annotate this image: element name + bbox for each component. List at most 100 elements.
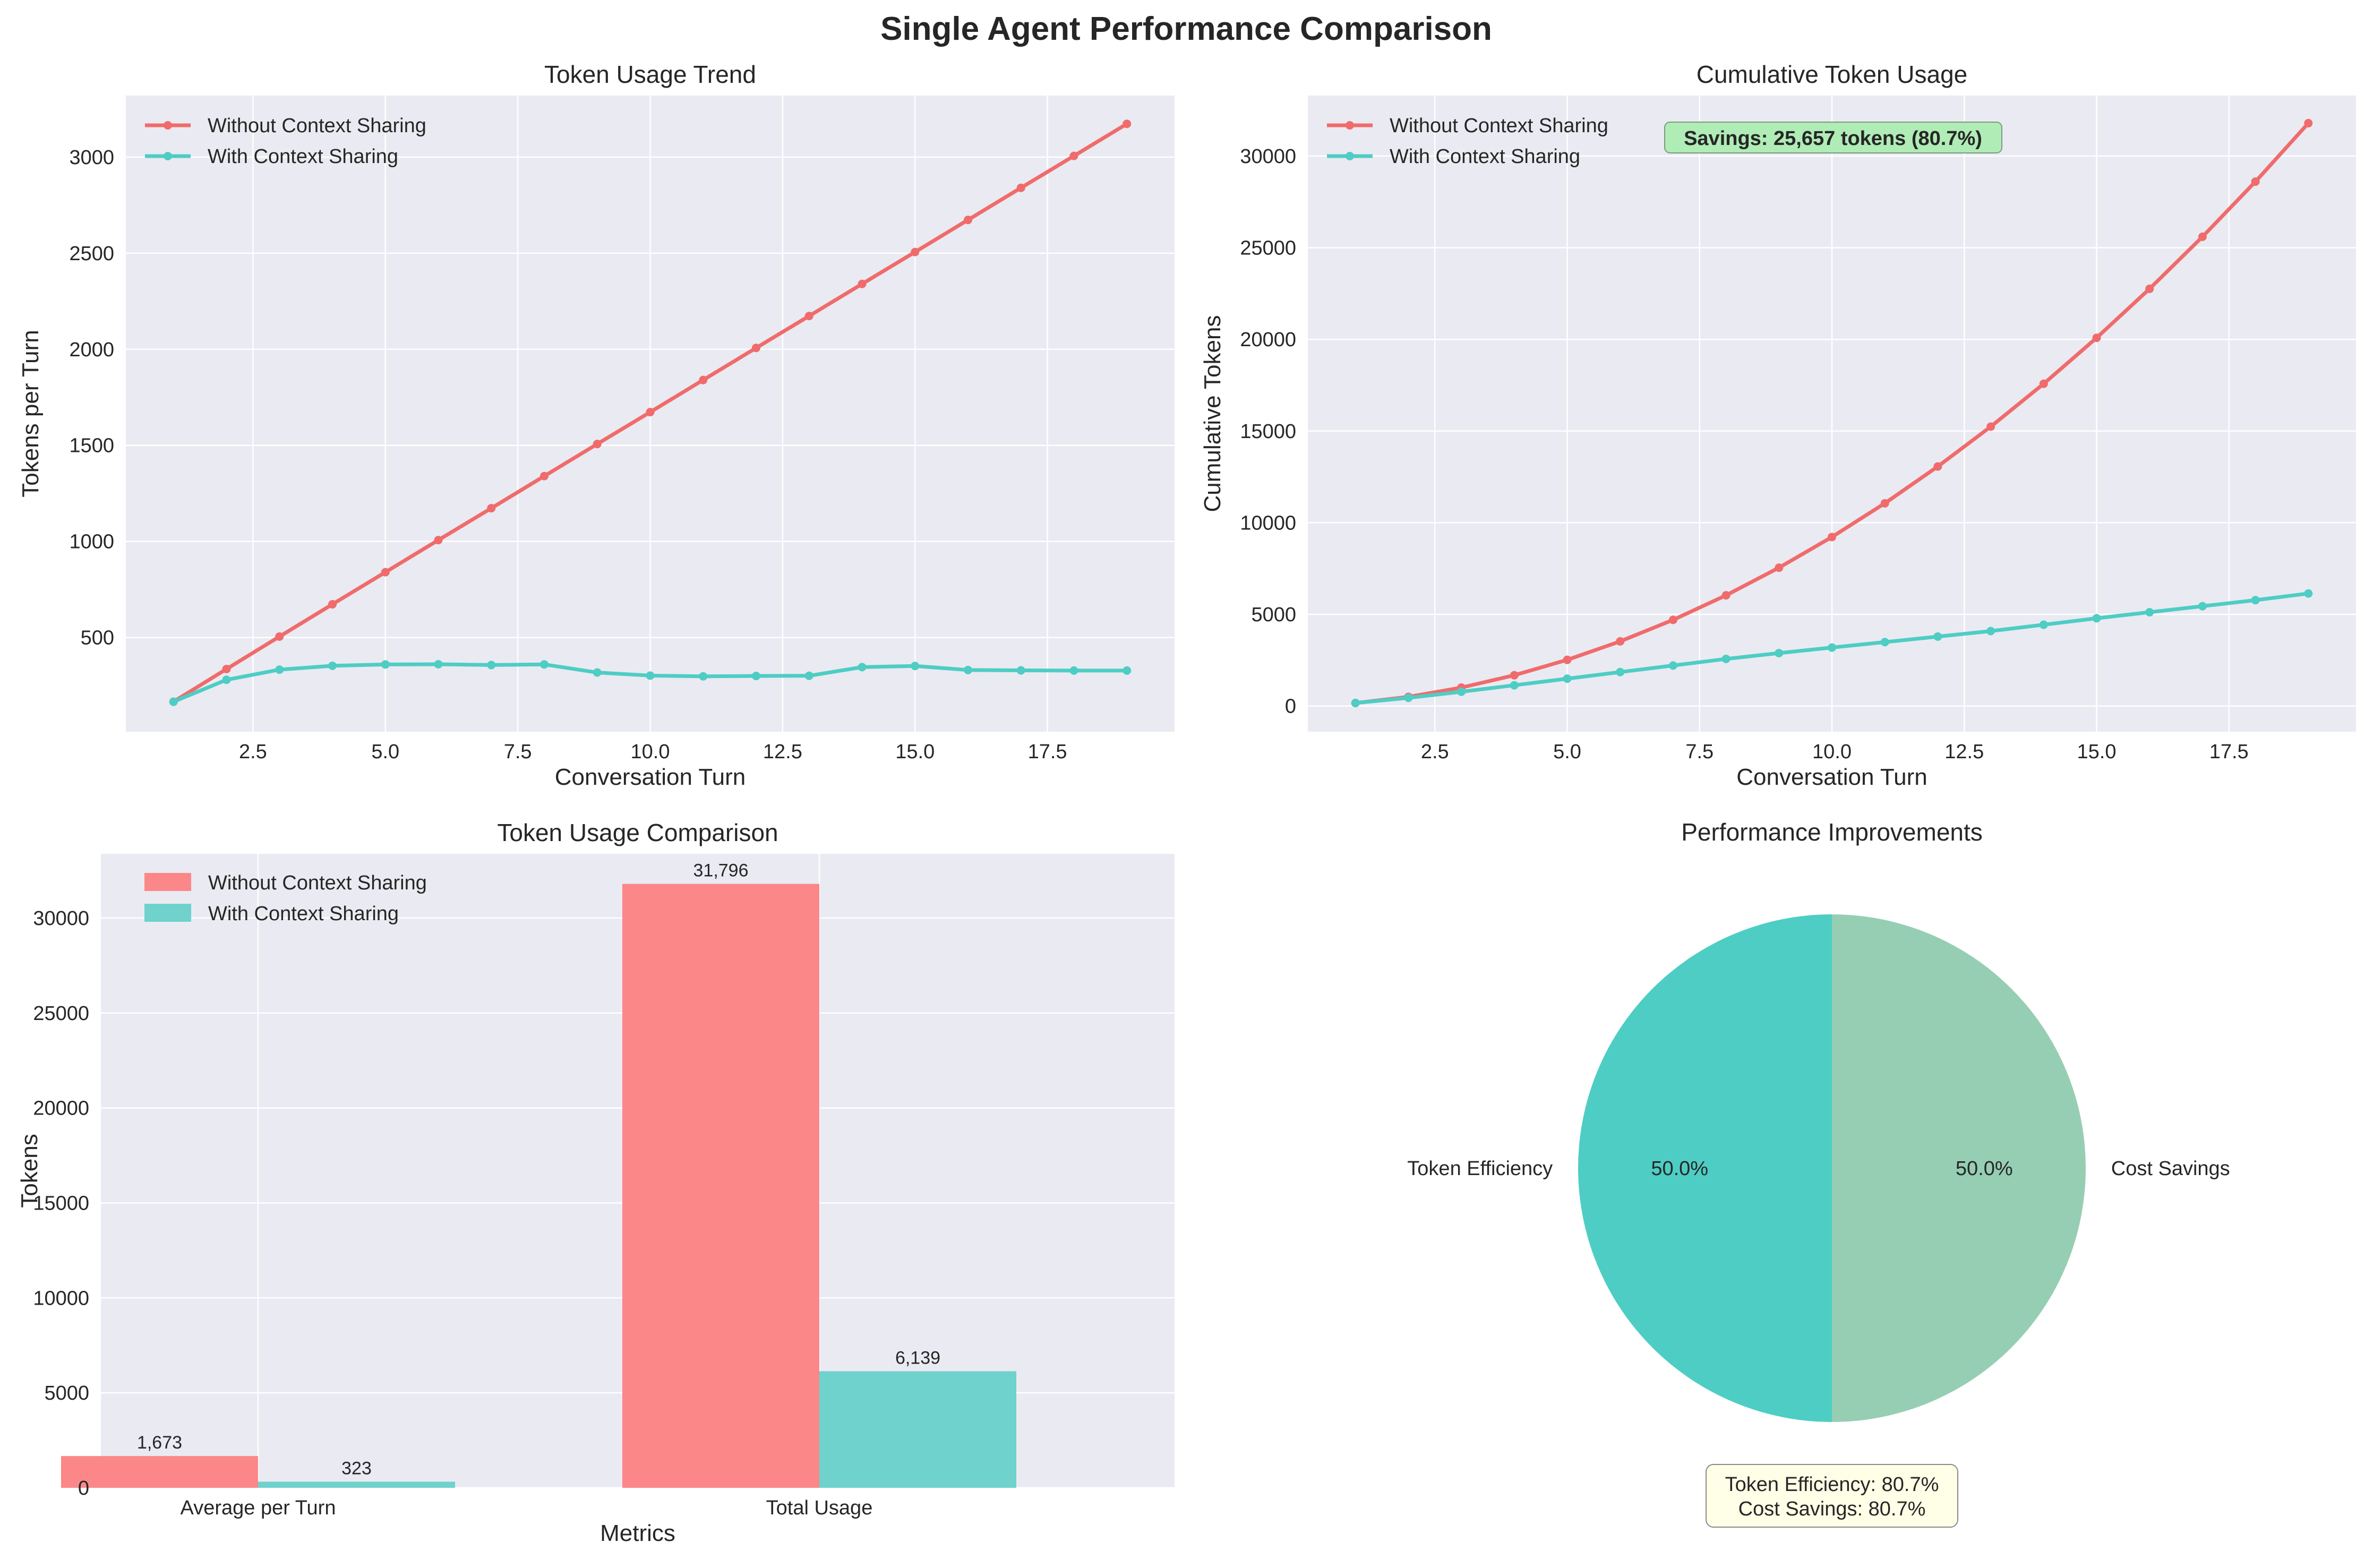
x-tick-label: 5.0 (371, 741, 399, 763)
data-point (1563, 674, 1572, 683)
legend-marker-with (1346, 152, 1354, 160)
y-tick-label: 500 (81, 627, 114, 649)
legend-label-without: Without Context Sharing (208, 115, 426, 137)
data-point (1123, 119, 1132, 128)
x-tick-label: 2.5 (239, 741, 267, 763)
pie-percent-label: 50.0% (1956, 1158, 2013, 1180)
pie-percent-label: 50.0% (1651, 1158, 1708, 1180)
y-tick-label: 25000 (1240, 237, 1296, 260)
data-point (911, 662, 920, 671)
data-point (328, 661, 337, 670)
panel-cumulative-token-usage: 0 5000 10000 15000 20000 25000 30000 2.5 5.0 7.5 1… (1200, 61, 2356, 790)
y-tick-label: 20000 (1240, 329, 1296, 351)
panel-token-usage-trend: 500 1000 1500 2000 2500 3000 2.5 5.0 7.5 10.0 12.5… (18, 61, 1175, 790)
data-point (1986, 422, 1995, 431)
y-tick-label: 5000 (44, 1382, 89, 1404)
data-point (646, 408, 655, 417)
data-point (1510, 671, 1519, 680)
x-tick-label: 15.0 (2077, 741, 2117, 763)
x-tick-label: 17.5 (2209, 741, 2249, 763)
x-tick-label: 7.5 (1685, 741, 1714, 763)
data-point (1668, 615, 1677, 624)
bar-value-label: 31,796 (693, 861, 749, 881)
data-point (2039, 620, 2048, 629)
x-tick-label: 2.5 (1421, 741, 1449, 763)
data-point (2145, 284, 2154, 293)
y-tick-label: 30000 (33, 907, 89, 930)
pie-slice-label: Token Efficiency (1407, 1158, 1553, 1180)
data-point (540, 660, 549, 669)
x-tick-label: 10.0 (631, 741, 670, 763)
data-point (169, 697, 178, 706)
data-point (2198, 602, 2207, 611)
data-point (699, 375, 708, 384)
summary-note-line-2: Cost Savings: 80.7% (1738, 1498, 1926, 1520)
data-point (1775, 563, 1784, 572)
x-tick-label: 15.0 (895, 741, 935, 763)
x-axis-label: Metrics (600, 1520, 675, 1546)
tick-labels: 0 5000 10000 15000 20000 25000 30000 Average pe… (33, 907, 872, 1519)
legend-swatch-with (144, 904, 191, 922)
x-tick-label: 5.0 (1553, 741, 1581, 763)
bar-value-label: 6,139 (895, 1348, 940, 1368)
tick-labels: 0 5000 10000 15000 20000 25000 30000 2.5 5.0 7.5 1… (1240, 145, 2248, 763)
data-point (858, 663, 867, 672)
y-tick-label: 15000 (1240, 421, 1296, 443)
series-layer (1351, 118, 2313, 707)
bar (819, 1371, 1016, 1488)
data-point (593, 668, 602, 677)
legend: Without Context Sharing With Context Sha… (144, 872, 427, 925)
data-point (487, 504, 496, 513)
panel-title: Token Usage Comparison (497, 819, 778, 846)
data-point (1721, 654, 1731, 663)
data-point (2092, 614, 2101, 623)
y-tick-label: 2000 (69, 339, 114, 361)
savings-annotation: Savings: 25,657 tokens (80.7%) (1684, 127, 1982, 150)
bar (61, 1456, 258, 1488)
data-point (1986, 627, 1995, 636)
data-point (911, 247, 920, 256)
figure-title: Single Agent Performance Comparison (880, 11, 1492, 47)
data-point (1933, 632, 1942, 641)
data-point (1123, 666, 1132, 675)
x-axis-label: Conversation Turn (1736, 764, 1927, 790)
legend-label-without: Without Context Sharing (1390, 115, 1608, 137)
y-tick-label: 20000 (33, 1098, 89, 1120)
data-point (2198, 232, 2207, 241)
data-point (328, 600, 337, 609)
data-point (593, 440, 602, 449)
panel-title: Token Usage Trend (544, 61, 756, 88)
data-point (2251, 596, 2260, 605)
grid (1308, 96, 2356, 732)
data-point (434, 536, 443, 545)
x-tick-label: 17.5 (1028, 741, 1067, 763)
y-tick-label: 2500 (69, 243, 114, 265)
data-point (1016, 666, 1025, 675)
y-tick-label: 15000 (33, 1192, 89, 1214)
legend-label-without: Without Context Sharing (208, 872, 427, 894)
y-tick-label: 1500 (69, 435, 114, 457)
y-axis-label: Cumulative Tokens (1200, 315, 1226, 512)
data-point (1721, 591, 1731, 600)
y-tick-label: 25000 (33, 1003, 89, 1025)
bar (622, 884, 819, 1488)
data-point (487, 661, 496, 670)
data-point (1880, 638, 1889, 647)
x-tick-label: Total Usage (766, 1497, 873, 1519)
data-point (1880, 499, 1889, 508)
savings-annotation-box (1664, 122, 2002, 153)
data-point (222, 675, 231, 684)
data-point (646, 671, 655, 680)
y-tick-label: 3000 (69, 147, 114, 169)
data-point (2304, 589, 2313, 598)
legend-label-with: With Context Sharing (208, 145, 398, 168)
data-point (275, 665, 284, 674)
y-tick-label: 0 (78, 1477, 89, 1500)
legend-swatch-without (144, 873, 191, 891)
data-point (1404, 693, 1413, 702)
data-point (540, 472, 549, 481)
pie-layer: 50.0% Token Efficiency 50.0% Cost Savings (1407, 914, 2230, 1422)
data-point (434, 659, 443, 669)
data-point (1668, 661, 1677, 670)
